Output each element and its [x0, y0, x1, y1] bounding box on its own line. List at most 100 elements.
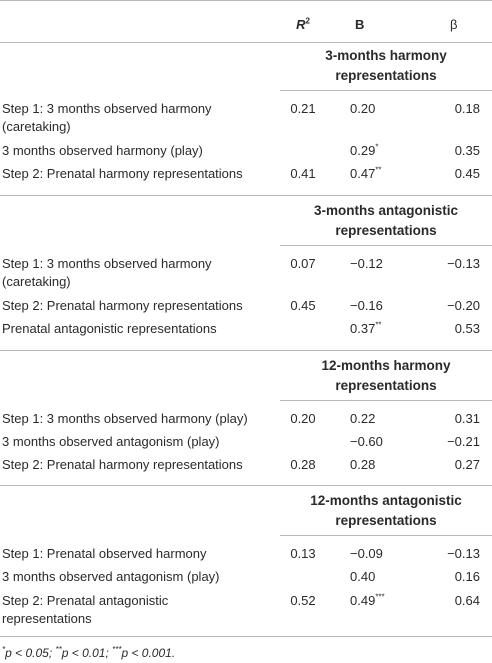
section-divider — [0, 350, 492, 351]
section-3-title-line2: representations — [335, 378, 437, 393]
row-label-line2: (caretaking) — [2, 274, 71, 289]
footnote: *p < 0.05; **p < 0.01; ***p < 0.001. — [2, 645, 176, 661]
header-b: B — [355, 17, 365, 32]
row-label: Prenatal antagonistic representations — [2, 321, 217, 336]
row-label: Step 1: 3 months observed harmony (play) — [2, 411, 248, 426]
footnote-p1: p < 0.05; — [5, 646, 56, 660]
r2-value: 0.21 — [290, 101, 316, 116]
section-3-title-line1: 12-months harmony — [321, 358, 451, 373]
table-top-rule — [0, 0, 492, 1]
row-label: 3 months observed antagonism (play) — [2, 569, 220, 584]
b-number: −0.12 — [350, 256, 383, 271]
row-label: Step 1: Prenatal observed harmony — [2, 546, 207, 561]
b-number: 0.28 — [350, 457, 376, 472]
beta-value: 0.35 — [454, 143, 480, 158]
b-number: 0.47 — [350, 166, 376, 181]
b-value: 0.40 — [350, 568, 396, 586]
beta-value: −0.20 — [447, 298, 480, 313]
section-4-title-line1: 12-months antagonistic — [310, 493, 462, 508]
b-value: 0.28 — [350, 456, 396, 474]
beta-value: −0.13 — [447, 546, 480, 561]
footnote-sig-3: *** — [112, 645, 122, 654]
b-value: 0.29* — [350, 142, 396, 160]
beta-value: 0.27 — [454, 457, 480, 472]
b-number: 0.22 — [350, 411, 376, 426]
footnote-sig-2: ** — [55, 645, 62, 654]
b-value: −0.16 — [350, 297, 396, 315]
b-sig: * — [375, 142, 379, 152]
beta-value: −0.13 — [447, 256, 480, 271]
b-value: 0.47** — [350, 165, 396, 183]
row-label-line1: Step 2: Prenatal antagonistic — [2, 593, 169, 608]
section-4-title: 12-months antagonistic representations — [280, 491, 492, 531]
beta-value: 0.53 — [454, 321, 480, 336]
section-1-title-line1: 3-months harmony — [325, 48, 447, 63]
r2-value: 0.52 — [290, 593, 316, 608]
r2-value: 0.07 — [290, 256, 316, 271]
section-1-title: 3-months harmony representations — [280, 46, 492, 86]
b-value: 0.49*** — [350, 592, 396, 610]
b-number: 0.37 — [350, 321, 376, 336]
header-r2-letter: R — [296, 17, 306, 32]
footnote-sig-1: * — [2, 645, 6, 654]
section-1-rule — [280, 90, 492, 91]
row-label-line1: Step 1: 3 months observed harmony — [2, 101, 212, 116]
b-number: 0.40 — [350, 569, 376, 584]
section-2-title-line1: 3-months antagonistic — [313, 203, 458, 218]
b-value: 0.37** — [350, 320, 396, 338]
row-label: Step 2: Prenatal antagonistic representat… — [2, 592, 274, 628]
section-divider — [0, 485, 492, 486]
row-label: Step 1: 3 months observed harmony (careta… — [2, 100, 274, 136]
r2-value: 0.45 — [290, 298, 316, 313]
row-label: Step 1: 3 months observed harmony (careta… — [2, 255, 274, 291]
header-rule — [0, 42, 492, 43]
footnote-p2: p < 0.01; — [61, 646, 113, 660]
b-number: −0.16 — [350, 298, 383, 313]
row-label: 3 months observed antagonism (play) — [2, 434, 220, 449]
section-4-title-line2: representations — [335, 513, 437, 528]
r2-value: 0.28 — [290, 457, 316, 472]
section-2-rule — [280, 245, 492, 246]
beta-value: 0.45 — [454, 166, 480, 181]
row-label-line1: Step 1: 3 months observed harmony — [2, 256, 212, 271]
b-number: −0.60 — [350, 434, 383, 449]
beta-value: 0.31 — [454, 411, 480, 426]
b-number: −0.09 — [350, 546, 383, 561]
b-sig: ** — [375, 165, 382, 175]
row-label: Step 2: Prenatal harmony representations — [2, 298, 243, 313]
b-number: 0.20 — [350, 101, 376, 116]
b-value: −0.09 — [350, 545, 396, 563]
b-value: −0.12 — [350, 255, 396, 273]
row-label: Step 2: Prenatal harmony representations — [2, 166, 243, 181]
row-label: 3 months observed harmony (play) — [2, 143, 203, 158]
b-number: 0.49 — [350, 593, 376, 608]
section-3-title: 12-months harmony representations — [280, 356, 492, 396]
row-label-line2: representations — [2, 611, 92, 626]
beta-value: −0.21 — [447, 434, 480, 449]
b-sig: *** — [375, 592, 385, 602]
section-2-title-line2: representations — [335, 223, 437, 238]
b-value: −0.60 — [350, 433, 396, 451]
beta-value: 0.64 — [454, 593, 480, 608]
header-r2-sup: 2 — [305, 16, 310, 26]
b-value: 0.22 — [350, 410, 396, 428]
beta-value: 0.16 — [454, 569, 480, 584]
b-value: 0.20 — [350, 100, 396, 118]
footnote-p3: p < 0.001. — [121, 646, 176, 660]
r2-value: 0.20 — [290, 411, 316, 426]
b-sig: ** — [375, 320, 382, 330]
r2-value: 0.13 — [290, 546, 316, 561]
table-bottom-rule — [0, 636, 492, 637]
header-beta: β — [450, 17, 458, 32]
section-1-title-line2: representations — [335, 68, 437, 83]
row-label: Step 2: Prenatal harmony representations — [2, 457, 243, 472]
section-divider — [0, 195, 492, 196]
beta-value: 0.18 — [454, 101, 480, 116]
section-3-rule — [280, 400, 492, 401]
header-r2: R2 — [282, 16, 324, 34]
b-number: 0.29 — [350, 143, 376, 158]
r2-value: 0.41 — [290, 166, 316, 181]
section-2-title: 3-months antagonistic representations — [280, 201, 492, 241]
row-label-line2: (caretaking) — [2, 119, 71, 134]
section-4-rule — [280, 535, 492, 536]
